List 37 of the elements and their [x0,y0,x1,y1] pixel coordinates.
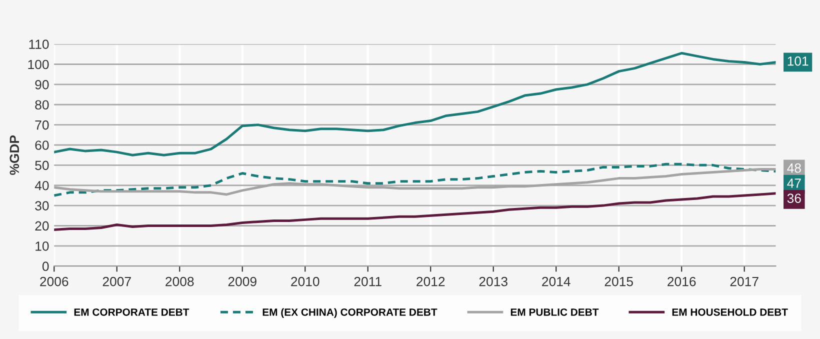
y-tick-label: 30 [35,201,49,210]
y-axis-title: %GDP [10,135,20,175]
x-tick-label: 2014 [542,276,570,286]
y-tick-label: 90 [35,80,49,90]
legend-label: EM CORPORATE DEBT [74,308,190,316]
y-tick-label: 20 [35,221,49,231]
x-tick-label: 2009 [228,276,256,286]
y-tick-label: 0 [42,262,49,272]
line-series [54,168,776,196]
x-tick-label: 2008 [166,276,194,286]
legend-label: EM HOUSEHOLD DEBT [672,308,788,316]
x-tick-label: 2010 [291,276,320,286]
x-tick-label: 2017 [730,276,758,286]
x-tick-label: 2006 [40,276,68,286]
y-tick-label: 60 [35,140,49,150]
y-tick-label: 40 [34,180,49,190]
y-tick-label: 70 [35,120,49,130]
x-tick-label: 2012 [416,276,445,286]
legend-label: EM PUBLIC DEBT [510,308,599,316]
x-tick-label: 2015 [604,276,633,286]
data-label: 47 [787,178,801,188]
line-series [54,192,776,232]
y-tick-label: 10 [36,241,49,251]
legend-label: EM (EX CHINA) CORPORATE DEBT [262,308,438,318]
y-tick-label: 80 [35,100,49,110]
y-tick-label: 50 [35,160,49,170]
data-label: 48 [787,163,801,173]
x-tick-label: 2007 [102,276,131,286]
x-tick-label: 2013 [479,276,508,286]
line-series [54,162,776,197]
line-series [54,52,776,156]
y-tick-label: 110 [29,40,49,49]
y-tick-label: 100 [28,60,49,70]
x-tick-label: 2016 [668,276,696,286]
x-tick-label: 2011 [354,276,382,286]
data-label: 101 [788,56,808,66]
data-label: 36 [787,194,801,203]
